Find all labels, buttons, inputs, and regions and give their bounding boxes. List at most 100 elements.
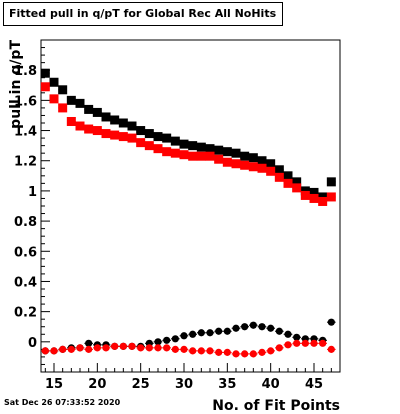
data-point: [205, 151, 215, 161]
data-point: [215, 327, 223, 335]
data-point: [206, 347, 214, 355]
data-point: [301, 339, 309, 347]
data-point: [144, 129, 154, 139]
data-point: [85, 339, 93, 347]
data-point: [171, 345, 179, 353]
data-point: [58, 85, 68, 95]
y-tick-label: 0.8: [14, 215, 37, 230]
data-point: [327, 345, 335, 353]
x-tick-label: 45: [305, 377, 323, 392]
data-point: [66, 116, 76, 126]
data-point: [66, 95, 76, 105]
data-point: [222, 157, 232, 167]
data-point: [67, 345, 75, 353]
data-point: [154, 344, 162, 352]
data-point: [92, 107, 102, 117]
data-point: [101, 112, 111, 122]
data-point: [59, 345, 67, 353]
x-tick-label: 30: [175, 377, 193, 392]
data-point: [153, 144, 163, 154]
y-tick-label: 0.4: [14, 275, 37, 290]
y-tick-label: 1: [28, 185, 37, 200]
y-tick-label: 1.6: [14, 94, 37, 109]
data-point: [206, 329, 214, 337]
y-tick-label: 0: [28, 336, 37, 351]
data-point: [327, 318, 335, 326]
data-point: [248, 153, 258, 163]
y-axis-title: pull in q/pT: [8, 40, 24, 129]
data-point: [127, 133, 137, 143]
data-point: [153, 132, 163, 142]
data-point: [318, 196, 328, 206]
data-point: [76, 344, 84, 352]
data-point: [101, 129, 111, 139]
data-point: [283, 178, 293, 188]
data-point: [170, 148, 180, 158]
data-point: [241, 350, 249, 358]
data-point: [292, 183, 302, 193]
data-point: [189, 330, 197, 338]
data-point: [84, 104, 94, 114]
data-point: [267, 324, 275, 332]
data-point: [309, 193, 319, 203]
data-point: [232, 324, 240, 332]
data-point: [300, 186, 310, 196]
data-point: [310, 339, 318, 347]
data-point: [257, 156, 267, 166]
data-point: [319, 339, 327, 347]
y-tick-label: 1.4: [14, 125, 37, 140]
data-point: [110, 115, 120, 125]
data-point: [257, 163, 267, 173]
data-point: [92, 126, 102, 136]
x-tick-label: 20: [88, 377, 106, 392]
data-point: [49, 77, 59, 87]
plot-frame: [40, 39, 341, 373]
data-point: [154, 338, 162, 346]
data-point: [144, 141, 154, 151]
data-point: [249, 350, 257, 358]
data-point: [179, 139, 189, 149]
data-point: [40, 82, 50, 92]
data-point: [171, 335, 179, 343]
data-point: [258, 348, 266, 356]
data-point: [145, 344, 153, 352]
data-point: [163, 336, 171, 344]
data-point: [293, 339, 301, 347]
data-point: [205, 144, 215, 154]
timestamp: Sat Dec 26 07:33:52 2020: [4, 398, 121, 407]
data-point: [102, 344, 110, 352]
x-tick-label: 40: [262, 377, 280, 392]
data-point: [111, 342, 119, 350]
data-point: [163, 344, 171, 352]
data-point: [258, 323, 266, 331]
data-point: [136, 126, 146, 136]
data-point: [318, 192, 328, 202]
data-point: [85, 345, 93, 353]
y-tick-label: 0.2: [14, 306, 37, 321]
data-point: [284, 330, 292, 338]
data-point: [266, 166, 276, 176]
data-point: [293, 333, 301, 341]
chart-title: Fitted pull in q/pT for Global Rec All N…: [3, 2, 283, 26]
data-point: [283, 171, 293, 181]
data-point: [241, 323, 249, 331]
data-point: [118, 118, 128, 128]
data-series-1: [40, 68, 336, 202]
data-point: [266, 159, 276, 169]
data-point: [162, 147, 172, 157]
x-tick-label: 25: [132, 377, 150, 392]
x-axis-title: No. of Fit Points: [212, 398, 340, 414]
data-point: [223, 327, 231, 335]
y-tick-label: 0.6: [14, 245, 37, 260]
data-point: [300, 190, 310, 200]
data-point: [275, 327, 283, 335]
data-point: [84, 124, 94, 134]
data-point: [189, 347, 197, 355]
data-point: [58, 103, 68, 113]
data-point: [284, 341, 292, 349]
data-point: [196, 151, 206, 161]
data-point: [118, 132, 128, 142]
data-point: [274, 172, 284, 182]
data-point: [180, 332, 188, 340]
